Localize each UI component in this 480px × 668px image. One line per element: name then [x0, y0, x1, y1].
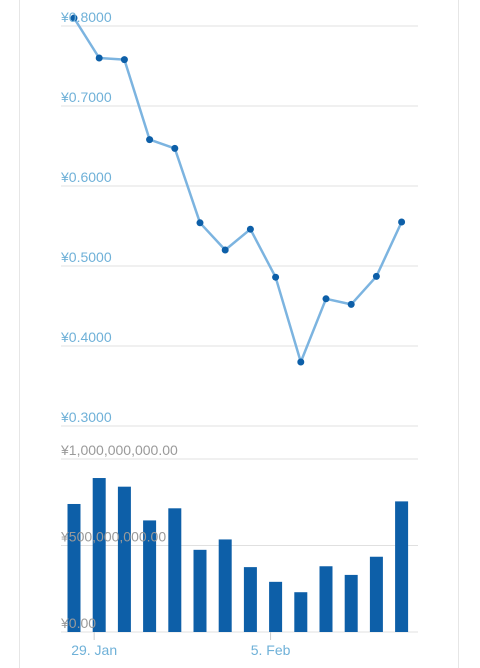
frame-left-border [19, 0, 20, 668]
volume-bar [269, 581, 283, 632]
volume-bar [218, 539, 232, 632]
price-point [95, 54, 103, 62]
volume-bar [168, 508, 182, 632]
price-point [246, 225, 254, 233]
price-tick-label: ¥0.5000 [60, 249, 112, 265]
volume-bar [294, 592, 308, 632]
volume-bar [395, 501, 409, 632]
price-point [221, 246, 229, 254]
volume-bar [143, 520, 157, 632]
price-tick-label: ¥0.4000 [60, 329, 112, 345]
price-point [70, 14, 78, 22]
price-point [297, 358, 305, 366]
price-tick-label: ¥0.3000 [60, 409, 112, 425]
price-tick-label: ¥0.7000 [60, 89, 112, 105]
price-point [372, 272, 380, 280]
volume-tick-label: ¥500,000,000.00 [60, 529, 166, 545]
volume-bar [67, 503, 81, 632]
volume-bar [117, 486, 131, 632]
price-point [196, 219, 204, 227]
x-tick-label: 5. Feb [251, 642, 291, 658]
volume-bar [243, 567, 257, 632]
price-point [146, 136, 154, 144]
volume-bar [193, 549, 207, 632]
price-series-line [72, 17, 403, 364]
volume-tick-label: ¥1,000,000,000.00 [60, 442, 178, 458]
price-tick-label: ¥0.6000 [60, 169, 112, 185]
price-point [120, 56, 128, 64]
volume-bar [92, 478, 106, 632]
volume-bar [319, 566, 333, 632]
price-point [171, 144, 179, 152]
price-point [398, 218, 406, 226]
price-point [322, 295, 330, 303]
price-point [347, 300, 355, 308]
price-point [272, 273, 280, 281]
volume-bar [344, 574, 358, 632]
x-tick-label: 29. Jan [71, 642, 117, 658]
volume-tick-label: ¥0.00 [60, 615, 96, 631]
volume-bar [369, 556, 383, 632]
frame-right-border [458, 0, 459, 668]
price-tick-label: ¥0.8000 [60, 9, 112, 25]
